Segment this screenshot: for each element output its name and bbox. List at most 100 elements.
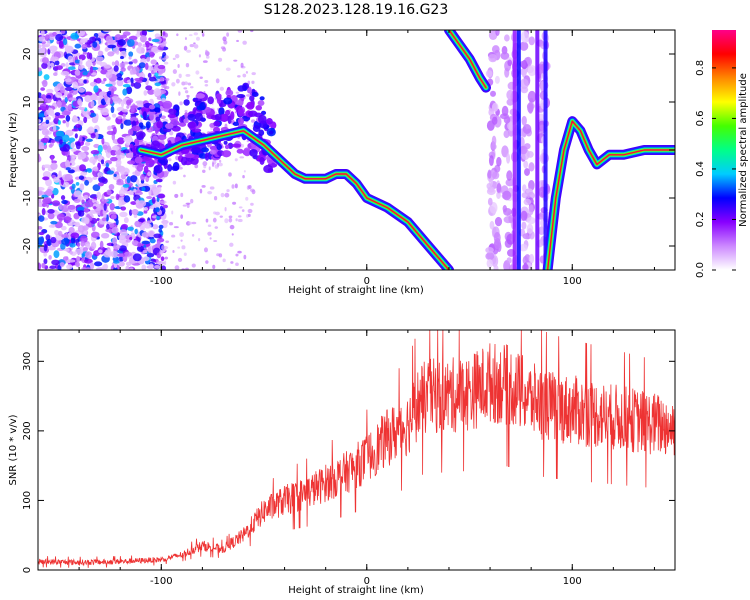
spectrogram-noise-cell [153,233,162,239]
spectrogram-noise-cell [67,105,72,111]
spectrogram-cloud-cell [187,113,196,121]
spectrogram-cloud-cell [204,152,210,161]
spectrogram-noise-cell [191,263,196,268]
spectrogram-noise-cell [114,60,120,67]
spectrogram-noise-cell [148,263,154,270]
spectrogram-streak-cell [528,179,535,191]
spectrogram-noise-cell [49,45,58,52]
spectrogram-cloud-cell [136,164,144,172]
spectrogram-noise-cell [38,231,45,236]
spectrogram-streak-cell [500,52,510,60]
colorbar-tick-label: 0.2 [695,212,706,228]
spectrogram-noise-cell [126,39,135,47]
spectrogram-noise-cell [247,208,253,214]
spectrogram-noise-cell [162,57,167,61]
spectrogram-noise-cell [57,120,61,125]
spectrogram-noise-cell [159,249,164,255]
spectrogram-noise-cell [152,188,160,196]
spectrogram-y-tick-label: -10 [22,190,33,206]
spectrogram-noise-cell [81,145,90,152]
spectrogram-noise-cell [38,141,43,148]
spectrogram-noise-cell [213,196,218,201]
spectrogram-noise-cell [121,108,129,113]
spectrogram-streak-cell [496,156,502,167]
spectrogram-noise-cell [189,44,195,48]
spectrogram-noise-cell [102,112,109,116]
spectrogram-noise-cell [228,172,232,177]
spectrogram-streak-cell [528,36,535,46]
spectrogram-cloud-cell [246,101,255,110]
spectrogram-noise-cell [90,112,97,118]
spectrogram-noise-cell [209,186,215,190]
spectrogram-cloud-cell [214,141,219,147]
spectrogram-cloud-cell [157,134,167,141]
spectrogram-noise-cell [126,176,131,184]
spectrogram-noise-cell [111,226,119,234]
spectrogram-noise-cell [202,60,208,63]
spectrogram-noise-cell [83,207,89,213]
spectrogram-noise-cell [86,52,91,59]
spectrogram-noise-cell [53,250,60,259]
spectrogram-noise-cell [41,208,46,216]
spectrogram-noise-cell [238,206,243,209]
spectrogram-noise-cell [212,217,217,223]
spectrogram-streak-cell [488,53,498,63]
spectrogram-noise-cell [74,59,81,64]
spectrogram-noise-cell [109,223,115,229]
spectrogram-noise-cell [171,234,176,238]
spectrogram-noise-cell [185,202,191,205]
spectrogram-noise-cell [71,128,79,132]
spectrogram-noise-cell [204,80,209,84]
spectrogram-noise-cell [143,206,149,211]
spectrogram-noise-cell [54,112,61,116]
spectrogram-noise-cell [69,242,76,248]
spectrogram-noise-cell [84,141,91,146]
spectrogram-noise-cell [243,254,247,260]
spectrogram-noise-cell [245,71,249,74]
spectrogram-noise-cell [90,149,100,155]
spectrogram-noise-cell [105,162,109,168]
spectrogram-noise-cell [108,184,115,191]
spectrogram-noise-cell [65,75,71,79]
spectrogram-x-tick-label: 0 [364,276,370,287]
spectrogram-y-tick-label: 20 [22,48,33,61]
spectrogram-streak-cell [519,60,526,68]
spectrogram-cloud-cell [230,111,235,121]
spectrogram-noise-cell [40,137,50,143]
spectrogram-noise-cell [40,87,45,91]
spectrogram-streak-cell [491,116,498,125]
spectrogram-noise-cell [89,262,95,270]
spectrogram-cloud-cell [199,102,207,111]
spectrogram-noise-cell [128,56,132,60]
spectrogram-streak-cell [523,160,529,169]
spectrogram-noise-cell [81,199,85,204]
colorbar-tick-label: 0.4 [695,161,706,177]
spectrogram-noise-cell [65,167,71,171]
spectrogram-noise-cell [105,150,111,159]
spectrogram-cloud-cell [247,110,258,117]
spectrogram-noise-cell [183,45,188,51]
spectrogram-cloud-cell [129,144,134,149]
spectrogram-noise-cell [137,218,145,223]
spectrogram-noise-cell [45,104,49,111]
spectrogram-noise-cell [47,212,55,220]
spectrogram-noise-cell [153,259,157,263]
colorbar-gradient [712,30,736,270]
snr-plot-area [38,330,675,570]
spectrogram-noise-cell [122,255,128,262]
spectrogram-cloud-cell [183,118,189,124]
spectrogram-noise-cell [52,187,59,196]
spectrogram-noise-cell [190,86,194,89]
spectrogram-noise-cell [44,34,50,42]
spectrogram-noise-cell [184,90,189,94]
spectrogram-cloud-cell [258,129,265,137]
spectrogram-noise-cell [65,159,70,167]
spectrogram-noise-cell [75,123,81,129]
spectrogram-noise-cell [177,246,181,249]
spectrogram-noise-cell [99,240,104,249]
spectrogram-streak-cell [494,164,501,173]
spectrogram-noise-cell [243,170,246,173]
spectrogram-noise-cell [205,218,209,223]
spectrogram-streak-cell [521,115,527,126]
